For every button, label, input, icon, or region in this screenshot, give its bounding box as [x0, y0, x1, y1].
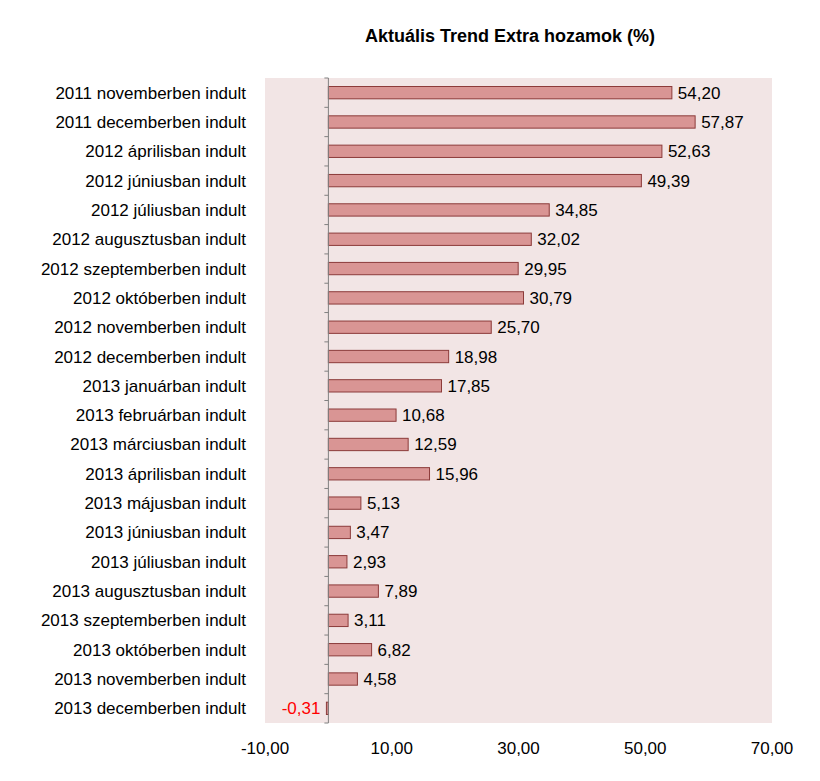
data-label: 29,95	[524, 260, 567, 279]
bar	[328, 174, 641, 186]
category-label: 2013 júliusban indult	[91, 553, 246, 572]
bar	[328, 614, 348, 626]
data-label: 25,70	[497, 318, 540, 337]
tick-label: 10,00	[370, 739, 413, 758]
bar	[328, 292, 523, 304]
category-label: 2013 áprilisban indult	[85, 465, 246, 484]
category-label: 2012 augusztusban indult	[52, 230, 246, 249]
chart: Aktuális Trend Extra hozamok (%) 2011 nov…	[0, 0, 820, 781]
bar	[328, 556, 347, 568]
category-tick	[324, 488, 328, 489]
category-tick	[324, 371, 328, 372]
data-label: 4,58	[363, 670, 396, 689]
category-label: 2013 júniusban indult	[85, 523, 246, 542]
bar	[328, 380, 441, 392]
category-tick	[324, 635, 328, 636]
bar	[328, 585, 378, 597]
bar	[328, 350, 448, 362]
bar	[328, 145, 662, 157]
category-tick	[324, 224, 328, 225]
data-label: 15,96	[436, 465, 479, 484]
category-tick	[324, 459, 328, 460]
bar	[328, 87, 671, 99]
tick-label: 50,00	[624, 739, 667, 758]
data-label: 49,39	[647, 172, 690, 191]
data-label: 3,11	[354, 611, 386, 630]
category-label: 2013 augusztusban indult	[52, 582, 246, 601]
category-tick	[324, 605, 328, 606]
category-tick	[324, 517, 328, 518]
data-label: 12,59	[414, 435, 457, 454]
category-label: 2012 júliusban indult	[91, 201, 246, 220]
bar	[328, 262, 518, 274]
category-tick	[324, 547, 328, 548]
category-tick	[324, 400, 328, 401]
bar	[328, 116, 695, 128]
bar	[328, 644, 371, 656]
title: Aktuális Trend Extra hozamok (%)	[365, 26, 655, 46]
category-label: 2012 októberben indult	[73, 289, 246, 308]
bar	[328, 233, 531, 245]
category-label: 2012 novemberben indult	[54, 318, 246, 337]
tick-label: 70,00	[751, 739, 794, 758]
category-label: 2012 decemberben indult	[54, 348, 246, 367]
data-label: 54,20	[678, 84, 721, 103]
bar	[328, 321, 491, 333]
plot-area	[265, 78, 772, 723]
data-label: 57,87	[701, 113, 744, 132]
data-label: 10,68	[402, 406, 445, 425]
category-tick	[324, 576, 328, 577]
category-label: 2013 szeptemberben indult	[41, 611, 246, 630]
category-label: 2012 áprilisban indult	[85, 142, 246, 161]
bar	[328, 673, 357, 685]
bar	[328, 468, 429, 480]
data-label: 32,02	[537, 230, 580, 249]
category-label: 2011 decemberben indult	[55, 113, 246, 132]
data-label: 18,98	[455, 348, 498, 367]
data-label: 52,63	[668, 142, 711, 161]
category-label: 2013 márciusban indult	[70, 435, 246, 454]
data-label: 5,13	[367, 494, 400, 513]
category-tick	[324, 429, 328, 430]
data-label: 6,82	[378, 641, 411, 660]
category-label: 2013 novemberben indult	[54, 670, 246, 689]
category-label: 2013 októberben indult	[73, 641, 246, 660]
category-label: 2013 februárban indult	[76, 406, 246, 425]
bar	[328, 526, 350, 538]
category-tick	[324, 664, 328, 665]
tick-label: 30,00	[497, 739, 540, 758]
category-tick	[324, 312, 328, 313]
category-tick	[324, 136, 328, 137]
category-tick	[324, 283, 328, 284]
bars	[326, 87, 695, 715]
data-label: -0,31	[282, 699, 321, 718]
bar	[328, 204, 549, 216]
bar	[328, 497, 361, 509]
category-tick	[324, 341, 328, 342]
category-label: 2013 januárban indult	[82, 377, 246, 396]
bar	[328, 438, 408, 450]
category-tick	[324, 723, 328, 724]
data-label: 7,89	[384, 582, 417, 601]
category-label: 2011 novemberben indult	[55, 84, 246, 103]
data-label: 3,47	[356, 523, 389, 542]
bar	[328, 409, 396, 421]
category-tick	[324, 78, 328, 79]
data-label: 2,93	[353, 553, 386, 572]
category-tick	[324, 195, 328, 196]
category-label: 2012 szeptemberben indult	[41, 260, 246, 279]
category-label: 2013 decemberben indult	[54, 699, 246, 718]
category-label: 2012 júniusban indult	[85, 172, 246, 191]
category-tick	[324, 693, 328, 694]
category-label: 2013 májusban indult	[84, 494, 246, 513]
category-tick	[324, 165, 328, 166]
category-tick	[324, 107, 328, 108]
tick-label: -10,00	[241, 739, 289, 758]
data-label: 34,85	[555, 201, 598, 220]
category-tick	[324, 253, 328, 254]
data-label: 30,79	[530, 289, 573, 308]
data-label: 17,85	[447, 377, 490, 396]
